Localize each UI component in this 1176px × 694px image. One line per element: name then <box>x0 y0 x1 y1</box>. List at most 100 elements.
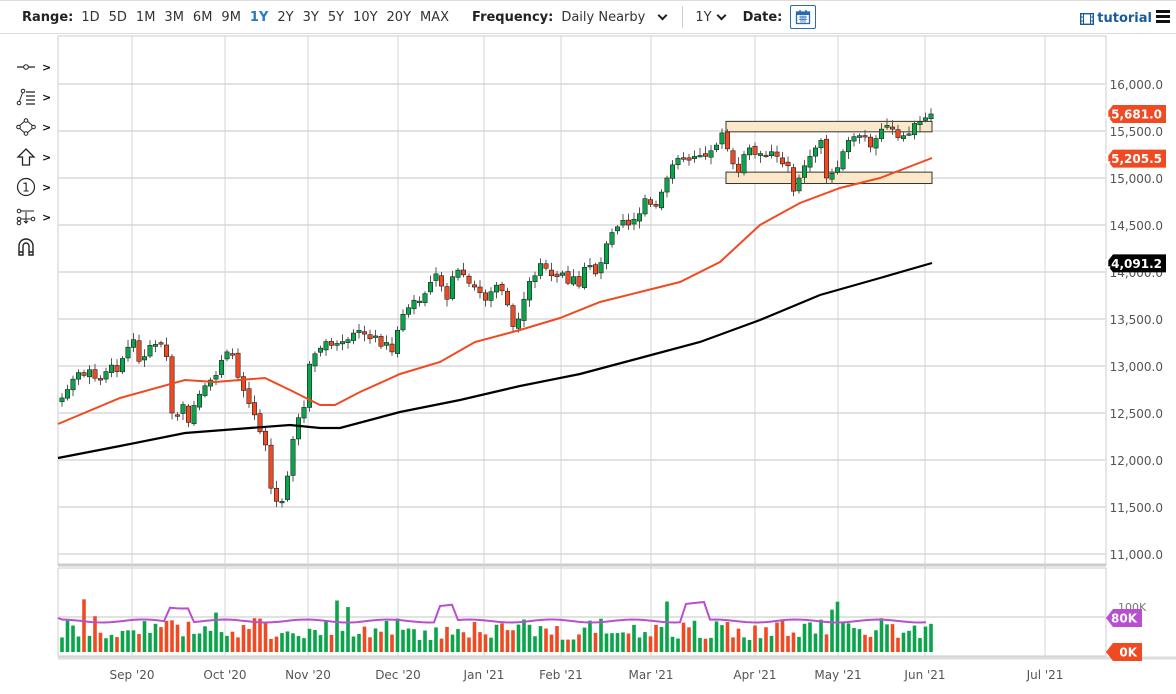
tool-magnet[interactable] <box>0 232 58 262</box>
volume-bar <box>120 630 125 652</box>
calendar-button[interactable] <box>790 5 817 29</box>
shape-tool-icon <box>16 118 36 136</box>
candle <box>702 153 708 157</box>
range-6m[interactable]: 6M <box>192 9 213 25</box>
candle <box>735 163 741 173</box>
range-9m[interactable]: 9M <box>221 9 241 25</box>
chevron-right-icon: > <box>42 150 52 164</box>
volume-bar <box>296 636 301 652</box>
candle <box>790 167 796 192</box>
candle <box>339 341 345 345</box>
candle <box>438 275 444 287</box>
x-tick-label: Jan '21 <box>463 668 505 682</box>
range-5y[interactable]: 5Y <box>327 9 345 25</box>
candle <box>521 298 527 321</box>
range-10y[interactable]: 10Y <box>353 9 378 25</box>
candle <box>796 177 802 192</box>
volume-bar <box>214 612 218 652</box>
candle <box>158 342 164 345</box>
candle <box>136 340 142 362</box>
volume-bar <box>153 623 158 652</box>
tutorial-link[interactable]: tutorial <box>1080 11 1152 26</box>
volume-bar <box>918 638 922 652</box>
toolbar: Range: 1D 5D 1M 3M 6M 9M 1Y 2Y 3Y 5Y 10Y 20Y MAX Fre… <box>0 0 1176 34</box>
volume-bar <box>505 630 510 652</box>
volume-bar <box>274 636 279 652</box>
chevron-down-icon[interactable] <box>657 10 668 20</box>
chevron-down-icon[interactable] <box>716 10 727 20</box>
candle <box>851 136 857 142</box>
frequency-select[interactable]: Daily Nearby <box>561 9 646 25</box>
volume-bar <box>742 637 746 652</box>
volume-bar <box>615 633 620 652</box>
volume-bar <box>456 629 460 652</box>
tool-annotation[interactable]: 1 > <box>0 172 58 202</box>
volume-bar <box>758 638 763 652</box>
candle <box>70 378 76 391</box>
candle <box>394 329 400 354</box>
y-tick-label: 12,000.0 <box>1110 454 1163 468</box>
candle <box>350 332 356 341</box>
candle <box>884 125 890 128</box>
volume-bar <box>577 634 581 652</box>
volume-ma-line <box>57 600 927 624</box>
tool-fibonacci[interactable]: > <box>0 82 58 112</box>
candle <box>273 488 279 502</box>
volume-bar <box>648 636 653 652</box>
svg-text:14,091.2: 14,091.2 <box>1103 257 1162 271</box>
range-1m[interactable]: 1M <box>135 9 156 25</box>
volume-bar <box>186 621 191 652</box>
range-1d[interactable]: 1D <box>81 9 100 25</box>
candle <box>889 126 895 130</box>
range-5d[interactable]: 5D <box>108 9 127 25</box>
range-1y[interactable]: 1Y <box>249 9 269 25</box>
numbered-circle-icon: 1 <box>16 177 36 197</box>
tool-shape[interactable]: > <box>0 112 58 142</box>
candle <box>917 121 923 125</box>
tool-arrow[interactable]: > <box>0 142 58 172</box>
volume-bar <box>720 625 724 652</box>
volume-bar <box>692 620 697 652</box>
candle <box>741 154 747 174</box>
tool-measure[interactable]: > <box>0 202 58 232</box>
candle <box>197 393 203 408</box>
period-select[interactable]: 1Y <box>695 9 712 25</box>
menu-icon[interactable] <box>1156 10 1170 25</box>
candle <box>878 128 884 139</box>
y-tick-label: 13,000.0 <box>1110 360 1163 374</box>
volume-bar <box>604 633 609 652</box>
range-20y[interactable]: 20Y <box>386 9 412 25</box>
x-tick-label: Feb '21 <box>539 668 583 682</box>
volume-bar <box>874 630 878 652</box>
candle <box>614 226 620 232</box>
date-label: Date: <box>742 9 783 25</box>
volume-bar <box>197 633 202 652</box>
candle <box>306 363 312 408</box>
candle <box>455 269 461 278</box>
candle <box>131 339 137 348</box>
candle <box>757 153 763 156</box>
candle <box>361 331 367 335</box>
range-3y[interactable]: 3Y <box>302 9 319 25</box>
measure-tool-icon <box>16 208 36 226</box>
range-label: Range: <box>22 9 74 25</box>
volume-bar <box>533 636 537 652</box>
volume-tick-label: 100K <box>1118 601 1147 614</box>
candle <box>120 358 126 373</box>
candle <box>169 356 175 414</box>
volume-bar <box>670 636 675 652</box>
volume-bar <box>709 637 713 652</box>
range-2y[interactable]: 2Y <box>277 9 294 25</box>
volume-bar <box>357 633 361 652</box>
volume-bar <box>241 625 246 652</box>
tool-line[interactable]: > <box>0 52 58 82</box>
candle <box>389 343 395 353</box>
range-max[interactable]: MAX <box>420 9 450 25</box>
range-3m[interactable]: 3M <box>164 9 184 25</box>
volume-bar <box>483 634 488 652</box>
volume-bar <box>384 620 389 652</box>
candle <box>499 284 505 292</box>
volume-bar <box>830 609 834 652</box>
volume-bar <box>252 618 257 652</box>
